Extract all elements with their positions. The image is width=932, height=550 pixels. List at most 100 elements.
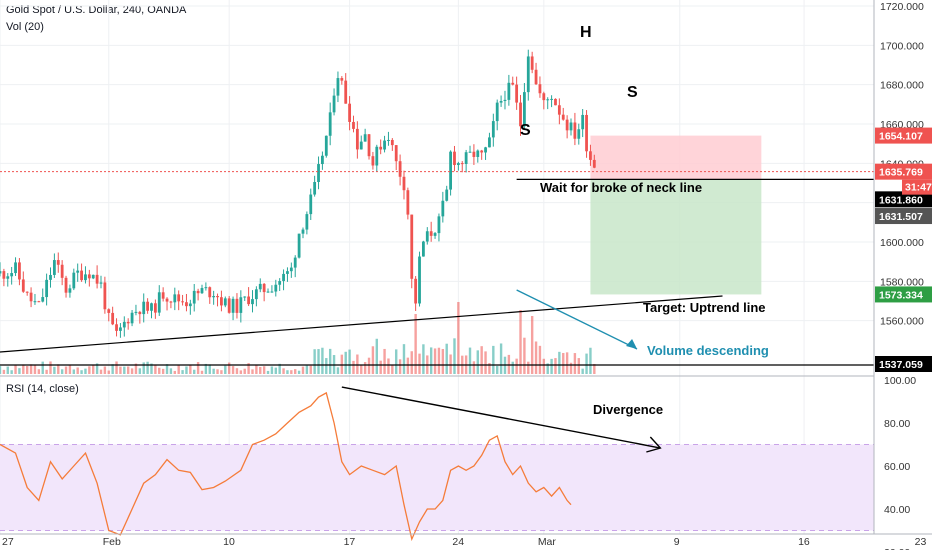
volume-bar	[375, 338, 378, 374]
candle-body	[99, 282, 103, 284]
volume-bar	[313, 349, 316, 374]
target-note: Target: Uptrend line	[643, 300, 766, 315]
volume-bar	[216, 369, 219, 374]
volume-bar	[297, 370, 301, 374]
candle-body	[359, 141, 363, 150]
rsi-tick-label: 60.00	[884, 461, 910, 473]
candle-body	[581, 114, 585, 130]
volume-bar	[352, 360, 355, 374]
volume-bar	[208, 364, 211, 374]
candle-body	[239, 297, 243, 313]
volume-bar	[484, 351, 487, 374]
volume-bar	[119, 366, 122, 374]
candle-body	[282, 273, 285, 282]
candle-body	[344, 80, 348, 104]
candle-body	[383, 140, 386, 150]
volume-bar	[565, 352, 569, 374]
volume-bar	[123, 366, 126, 374]
price-badge-label: 1654.107	[879, 131, 923, 143]
volume-bar	[25, 366, 29, 374]
volume-bar	[22, 364, 25, 374]
volume-bar	[0, 366, 2, 374]
volume-bar	[88, 366, 91, 374]
volume-bar	[527, 361, 530, 374]
candle-body	[122, 321, 126, 328]
candle-body	[406, 190, 410, 215]
volume-bar	[212, 368, 215, 374]
volume-bar	[546, 363, 549, 374]
candle-body	[468, 151, 472, 153]
volume-bar	[84, 368, 87, 374]
candle-body	[41, 297, 45, 302]
candle-body	[313, 182, 317, 195]
candle-body	[196, 290, 200, 294]
rsi-tick-label: 80.00	[884, 418, 910, 430]
volume-bar	[60, 369, 64, 374]
candle-body	[321, 155, 324, 165]
volume-bar	[371, 346, 375, 374]
candle-body	[142, 301, 146, 315]
volume-bar	[2, 369, 6, 374]
candle-body	[418, 256, 421, 304]
volume-bar	[398, 359, 402, 374]
volume-bar	[534, 341, 538, 374]
candle-body	[363, 134, 367, 142]
volume-bar	[519, 310, 522, 374]
volume-bar	[480, 346, 483, 374]
volume-bar	[270, 366, 274, 374]
volume-bar	[64, 366, 68, 374]
candle-body	[542, 93, 546, 101]
volume-bar	[301, 366, 305, 374]
volume-bar	[422, 344, 425, 374]
candle-body	[103, 282, 107, 310]
candle-body	[336, 78, 340, 96]
candle-body	[511, 82, 515, 85]
candle-body	[375, 146, 379, 166]
candle-body	[243, 296, 247, 298]
candle-body	[173, 294, 177, 303]
right-shoulder-label: S	[627, 84, 638, 101]
candle-body	[324, 135, 328, 156]
candle-body	[484, 147, 487, 153]
candle-body	[433, 233, 437, 236]
price-badge-label: 1537.059	[879, 359, 923, 371]
price-badge	[875, 191, 932, 208]
candle-body	[231, 298, 235, 313]
candle-body	[223, 298, 227, 306]
candle-body	[453, 151, 456, 166]
volume-bar	[146, 361, 149, 374]
volume-bar	[282, 368, 285, 374]
candle-body	[150, 303, 153, 311]
rsi-tick-label: 20.00	[884, 547, 910, 550]
volume-bar	[274, 367, 277, 374]
candle-body	[130, 312, 134, 324]
candle-body	[554, 98, 557, 106]
candle-body	[251, 299, 254, 305]
candle-body	[227, 298, 231, 313]
candle-body	[534, 69, 538, 85]
candle-body	[177, 294, 181, 302]
candle-body	[95, 274, 99, 284]
candle-body	[146, 301, 150, 311]
candle-body	[328, 112, 332, 136]
candle-body	[84, 274, 87, 281]
volume-bar	[406, 357, 410, 374]
time-tick-label: Mar	[538, 536, 557, 548]
volume-bar	[49, 361, 52, 374]
time-tick-label: 24	[452, 536, 464, 548]
volume-bar	[429, 347, 433, 374]
candle-body	[589, 151, 592, 160]
divergence-label: Divergence	[593, 402, 663, 417]
volume-bar	[449, 354, 452, 374]
volume-legend: Vol (20)	[6, 21, 44, 33]
volume-bar	[142, 362, 145, 374]
candle-body	[523, 92, 526, 127]
candle-body	[161, 292, 165, 299]
volume-arrow-head	[626, 339, 638, 349]
volume-bar	[360, 365, 363, 374]
candle-body	[379, 146, 383, 150]
candle-body	[262, 283, 266, 293]
volume-bar	[457, 302, 460, 374]
candle-body	[437, 216, 441, 234]
